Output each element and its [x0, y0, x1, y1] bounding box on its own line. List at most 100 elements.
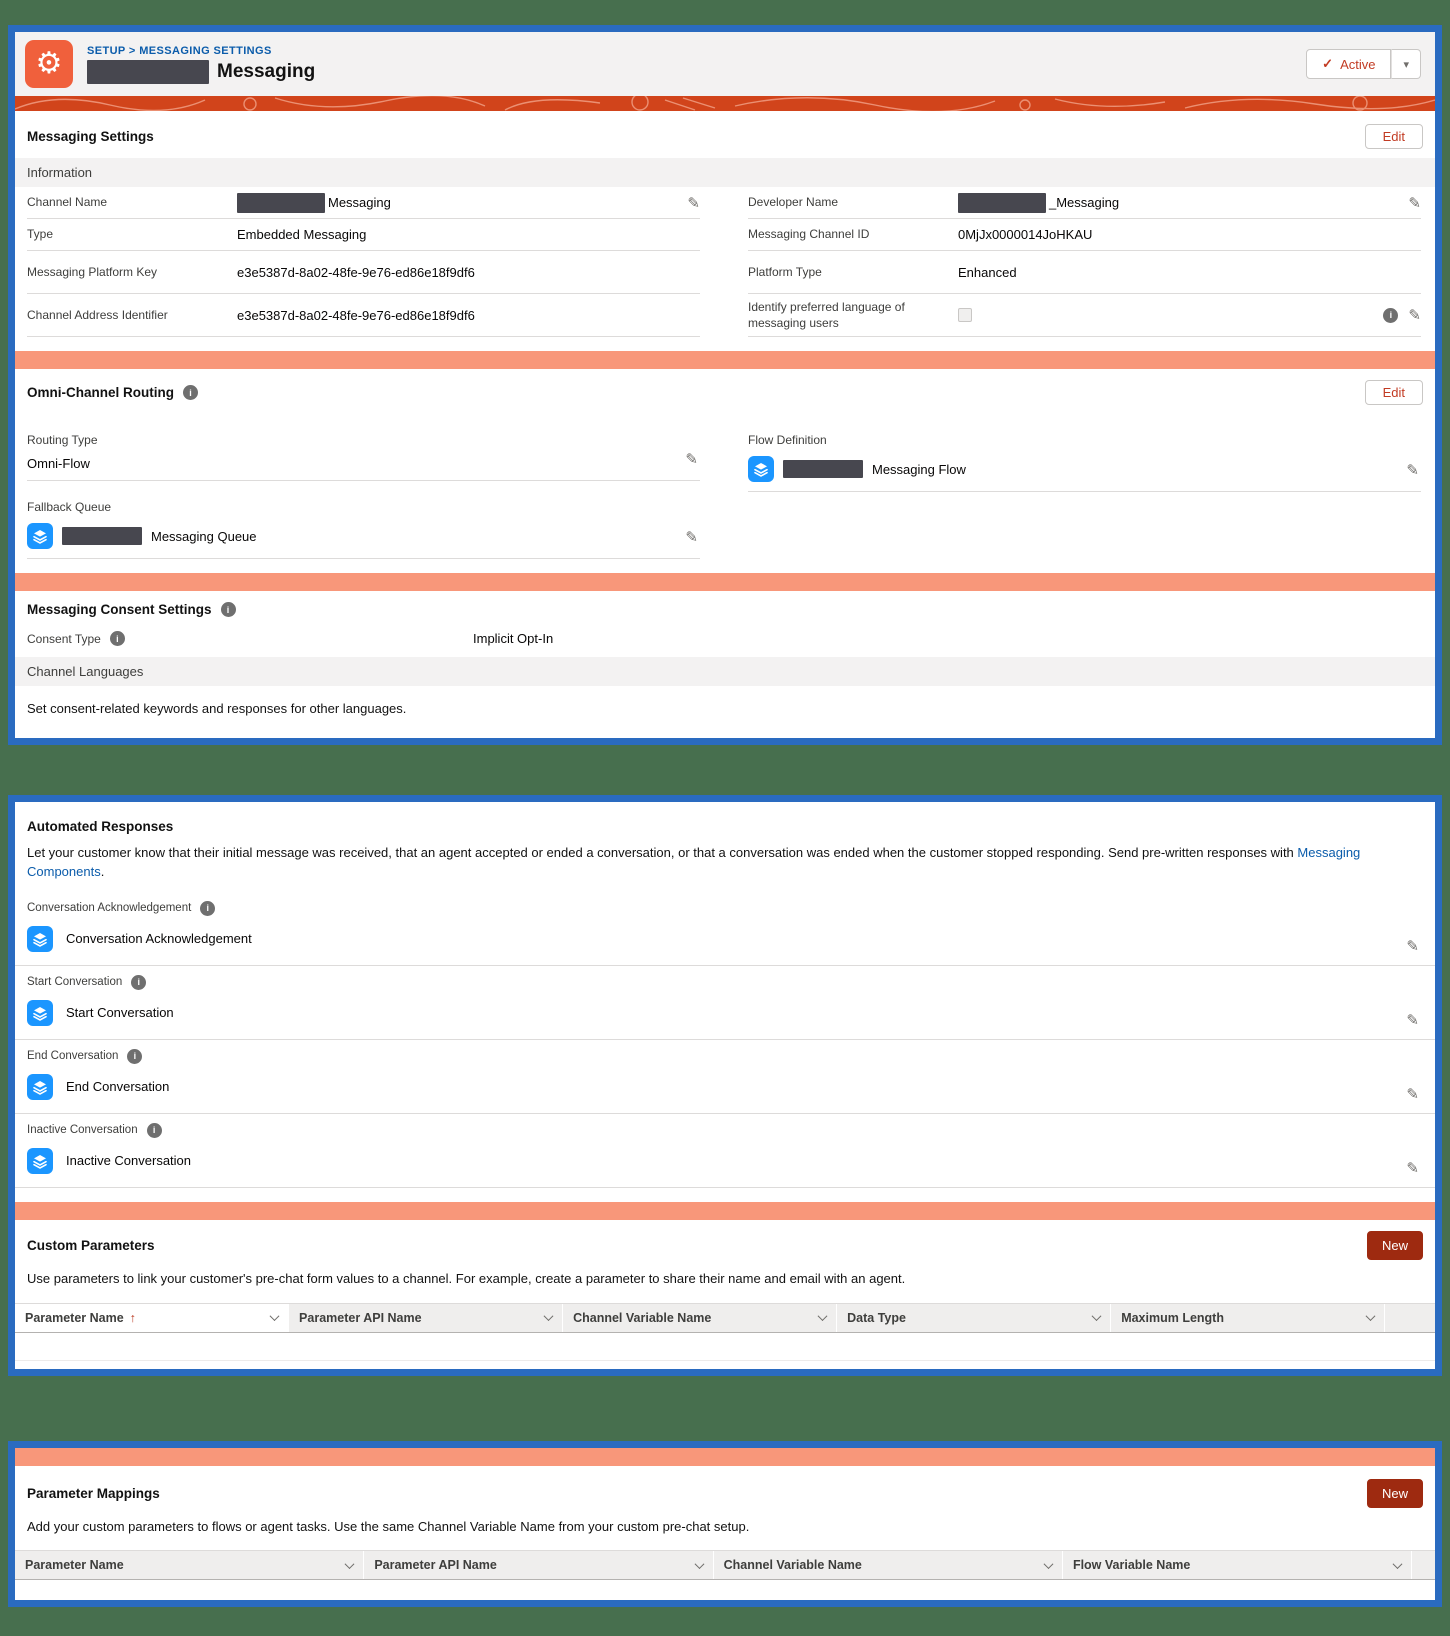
parameter-mappings-empty-body: [15, 1580, 1435, 1592]
channel-languages-note: Set consent-related keywords and respons…: [27, 701, 407, 716]
start-conversation-value[interactable]: Start Conversation: [66, 1005, 174, 1021]
info-icon[interactable]: i: [109, 631, 125, 646]
column-label: Parameter Name: [25, 1558, 124, 1573]
column-header-channel-variable-name[interactable]: Channel Variable Name: [714, 1551, 1063, 1580]
chevron-down-icon[interactable]: [1043, 1559, 1054, 1569]
chevron-down-icon[interactable]: [543, 1311, 554, 1322]
messaging-component-icon: [27, 1073, 53, 1100]
edit-pencil-icon[interactable]: ✎: [1408, 307, 1421, 324]
field-value: Messaging Queue: [27, 523, 700, 549]
info-icon[interactable]: i: [182, 385, 198, 400]
chevron-down-icon[interactable]: [1392, 1559, 1403, 1569]
edit-pencil-icon[interactable]: ✎: [1406, 462, 1419, 479]
breadcrumb[interactable]: SETUP > MESSAGING SETTINGS: [87, 44, 272, 57]
parameter-mappings-title: Parameter Mappings: [27, 1485, 160, 1501]
salmon-divider: [15, 1447, 1435, 1466]
end-conversation-value[interactable]: End Conversation: [66, 1079, 170, 1095]
description-text: Let your customer know that their initia…: [27, 845, 1298, 860]
info-icon[interactable]: i: [220, 602, 236, 617]
edit-pencil-icon[interactable]: ✎: [1406, 937, 1419, 955]
info-icon[interactable]: i: [127, 1048, 143, 1064]
field-label: Messaging Platform Key: [27, 264, 158, 279]
layers-icon: [33, 1080, 47, 1095]
edit-pencil-icon[interactable]: ✎: [685, 451, 698, 468]
flow-definition-value[interactable]: Messaging Flow: [872, 461, 966, 477]
field-value: Messaging Flow: [748, 456, 1421, 482]
edit-messaging-settings-button[interactable]: Edit: [1364, 124, 1423, 149]
edit-pencil-icon[interactable]: ✎: [685, 529, 698, 546]
redacted-text: [783, 460, 863, 478]
column-header-flow-variable-name[interactable]: Flow Variable Name: [1063, 1551, 1413, 1580]
identify-preferred-language-field: Identify preferred language of messaging…: [748, 294, 1421, 337]
new-parameter-mapping-button[interactable]: New: [1366, 1478, 1423, 1508]
conversation-acknowledgement-value[interactable]: Conversation Acknowledgement: [66, 931, 252, 947]
edit-pencil-icon[interactable]: ✎: [1408, 194, 1421, 212]
parameter-mappings-panel: Parameter Mappings New Add your custom p…: [8, 1440, 1442, 1608]
column-header-data-type[interactable]: Data Type: [837, 1303, 1112, 1332]
layers-icon: [754, 463, 768, 477]
info-icon[interactable]: i: [146, 1122, 162, 1138]
column-header-parameter-api-name[interactable]: Parameter API Name: [364, 1551, 714, 1580]
consent-type-field: Consent Type i Implicit Opt-In: [15, 626, 1435, 657]
messaging-component-icon: [27, 925, 53, 952]
automated-responses-description: Let your customer know that their initia…: [15, 843, 1435, 892]
developer-name-value: _Messaging: [1049, 195, 1120, 210]
edit-pencil-icon[interactable]: ✎: [1406, 1085, 1419, 1103]
layers-icon: [33, 1154, 47, 1169]
check-icon: ✓: [1322, 56, 1334, 71]
redacted-text: [958, 192, 1046, 213]
layers-icon: [33, 530, 47, 544]
inactive-conversation-field: Inactive Conversation i Inactive Convers…: [15, 1114, 1435, 1188]
info-icon[interactable]: i: [1383, 307, 1399, 323]
column-header-parameter-api-name[interactable]: Parameter API Name: [289, 1303, 564, 1332]
chevron-down-icon: ▾: [1403, 58, 1409, 71]
field-value: Omni-Flow: [27, 456, 90, 471]
info-icon[interactable]: i: [200, 900, 216, 916]
chevron-down-icon[interactable]: [344, 1559, 355, 1569]
info-icon[interactable]: i: [131, 974, 147, 990]
consent-title-row: Messaging Consent Settings i: [15, 591, 1435, 626]
new-custom-parameter-button[interactable]: New: [1366, 1230, 1423, 1260]
channel-languages-subheader: Channel Languages: [15, 657, 1435, 686]
fallback-queue-value[interactable]: Messaging Queue: [151, 528, 257, 544]
identify-language-checkbox[interactable]: [958, 308, 972, 322]
custom-parameters-title-row: Custom Parameters New: [15, 1220, 1435, 1269]
messaging-component-icon: [27, 1147, 53, 1174]
column-label: Parameter Name: [25, 1310, 124, 1325]
redacted-text: [237, 192, 325, 213]
field-label: Fallback Queue: [27, 500, 112, 514]
column-header-parameter-name[interactable]: Parameter Name: [15, 1551, 365, 1580]
column-label: Parameter API Name: [299, 1310, 422, 1325]
field-label-row: End Conversation i: [27, 1048, 1423, 1064]
edit-pencil-icon[interactable]: ✎: [1406, 1159, 1419, 1177]
column-header-parameter-name[interactable]: Parameter Name ↑: [15, 1303, 290, 1332]
parameter-mappings-table-header: Parameter Name Parameter API Name Channe…: [15, 1550, 1435, 1581]
column-header-maximum-length[interactable]: Maximum Length: [1111, 1303, 1386, 1332]
chevron-down-icon[interactable]: [1365, 1311, 1376, 1322]
chevron-down-icon[interactable]: [694, 1559, 705, 1569]
chevron-down-icon[interactable]: [269, 1311, 280, 1322]
active-button-group: ✓ Active ▾: [1306, 49, 1421, 79]
layers-icon: [33, 932, 47, 947]
active-dropdown-button[interactable]: ▾: [1391, 49, 1421, 79]
edit-pencil-icon[interactable]: ✎: [1406, 1011, 1419, 1029]
field-value: End Conversation: [27, 1073, 1423, 1100]
edit-omni-channel-button[interactable]: Edit: [1364, 380, 1423, 405]
field-value: Messaging: [237, 192, 679, 213]
messaging-settings-title-row: Messaging Settings Edit: [15, 113, 1435, 158]
omni-left-column: Routing Type Omni-Flow ✎ Fallback Queue: [27, 414, 700, 559]
title-row: Messaging: [87, 59, 315, 84]
field-label: Identify preferred language of messaging…: [748, 299, 905, 330]
chevron-down-icon[interactable]: [1091, 1311, 1102, 1322]
column-label: Flow Variable Name: [1072, 1558, 1191, 1573]
edit-pencil-icon[interactable]: ✎: [687, 194, 700, 212]
inactive-conversation-value[interactable]: Inactive Conversation: [66, 1153, 192, 1169]
layers-icon: [33, 1006, 47, 1021]
active-button[interactable]: ✓ Active: [1306, 49, 1392, 79]
field-label: Developer Name: [748, 195, 839, 210]
column-header-channel-variable-name[interactable]: Channel Variable Name: [563, 1303, 838, 1332]
messaging-component-icon: [27, 999, 53, 1026]
chevron-down-icon[interactable]: [817, 1311, 828, 1322]
messaging-components-link[interactable]: Messaging Components: [27, 845, 1361, 879]
field-label-row: Conversation Acknowledgement i: [27, 900, 1423, 916]
